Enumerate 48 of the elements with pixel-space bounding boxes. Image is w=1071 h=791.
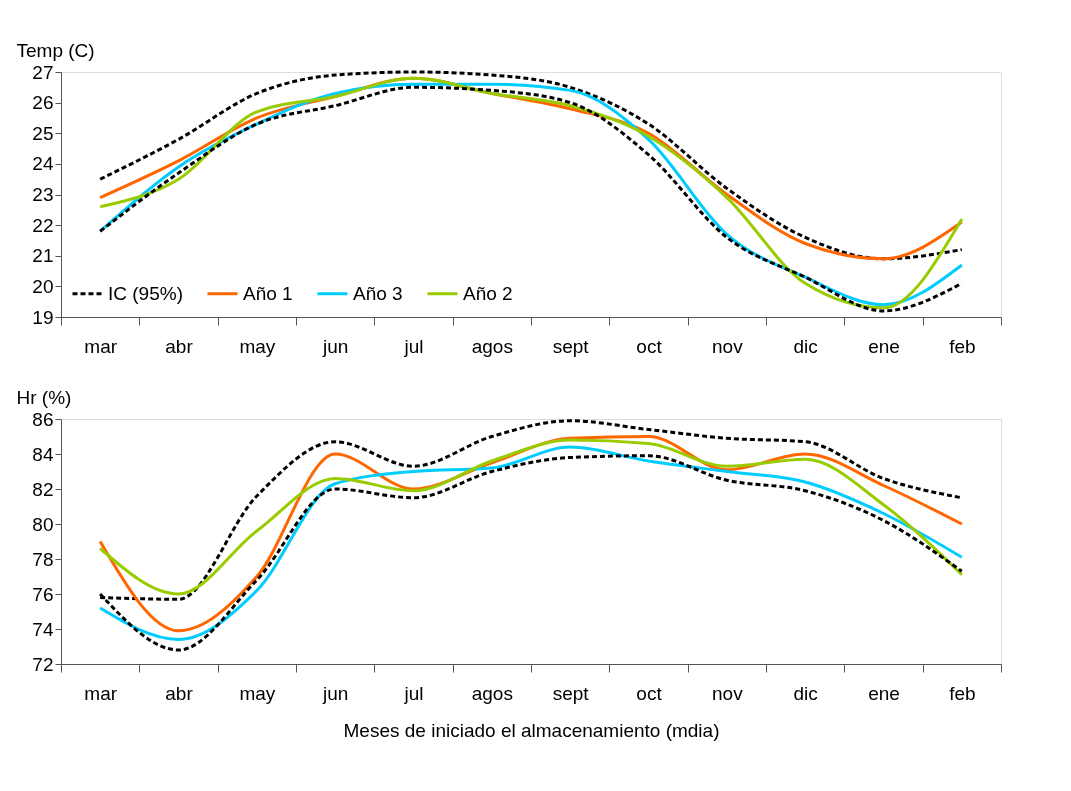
x-tick-label: may <box>239 335 276 357</box>
y-tick-label: 20 <box>32 275 54 297</box>
y-tick-label: 24 <box>32 153 54 175</box>
x-tick-label: abr <box>165 682 194 704</box>
y-tick-label: 23 <box>32 184 54 205</box>
y-tick-label: 84 <box>32 443 54 465</box>
x-axis-title: Meses de iniciado el almacenamiento (mdia) <box>343 719 720 741</box>
x-tick-label: abr <box>165 335 194 357</box>
x-tick-label: nov <box>712 335 744 357</box>
x-tick-label: agos <box>471 335 513 357</box>
x-tick-label: nov <box>712 682 744 704</box>
legend-label: Año 2 <box>463 282 513 304</box>
y-tick-label: 21 <box>32 245 54 267</box>
x-tick-label: sept <box>552 335 590 357</box>
x-tick-label: jun <box>321 682 349 704</box>
x-tick-label: agos <box>471 682 513 704</box>
x-tick-label: mar <box>84 335 118 357</box>
y-axis-title: Hr (%) <box>16 386 72 408</box>
y-tick-label: 76 <box>32 583 54 605</box>
x-tick-label: oct <box>636 682 663 704</box>
y-tick-label: 19 <box>32 306 54 328</box>
x-tick-label: jul <box>403 682 424 704</box>
x-tick-label: jun <box>321 335 349 357</box>
x-tick-label: jul <box>403 335 424 357</box>
x-tick-label: feb <box>949 335 976 357</box>
x-tick-label: sept <box>552 682 590 704</box>
y-tick-label: 86 <box>32 408 54 430</box>
y-tick-label: 80 <box>32 513 54 535</box>
legend-label: Año 1 <box>243 282 293 304</box>
y-tick-label: 78 <box>32 548 54 570</box>
x-tick-label: ene <box>868 335 900 357</box>
y-tick-label: 26 <box>32 92 54 114</box>
y-tick-label: 74 <box>32 618 54 640</box>
y-tick-label: 82 <box>32 478 54 500</box>
y-tick-label: 72 <box>32 653 54 675</box>
x-tick-label: dic <box>793 335 818 357</box>
x-tick-label: ene <box>868 682 900 704</box>
legend-label: IC (95%) <box>108 282 183 304</box>
x-tick-label: oct <box>636 335 663 357</box>
y-tick-label: 27 <box>32 61 54 83</box>
x-tick-label: feb <box>949 682 976 704</box>
y-tick-label: 25 <box>32 122 54 144</box>
x-tick-label: mar <box>84 682 118 704</box>
y-tick-label: 22 <box>32 214 54 236</box>
legend-label: Año 3 <box>353 282 403 304</box>
y-axis-title: Temp (C) <box>16 39 95 61</box>
x-tick-label: dic <box>793 682 818 704</box>
x-tick-label: may <box>239 682 276 704</box>
